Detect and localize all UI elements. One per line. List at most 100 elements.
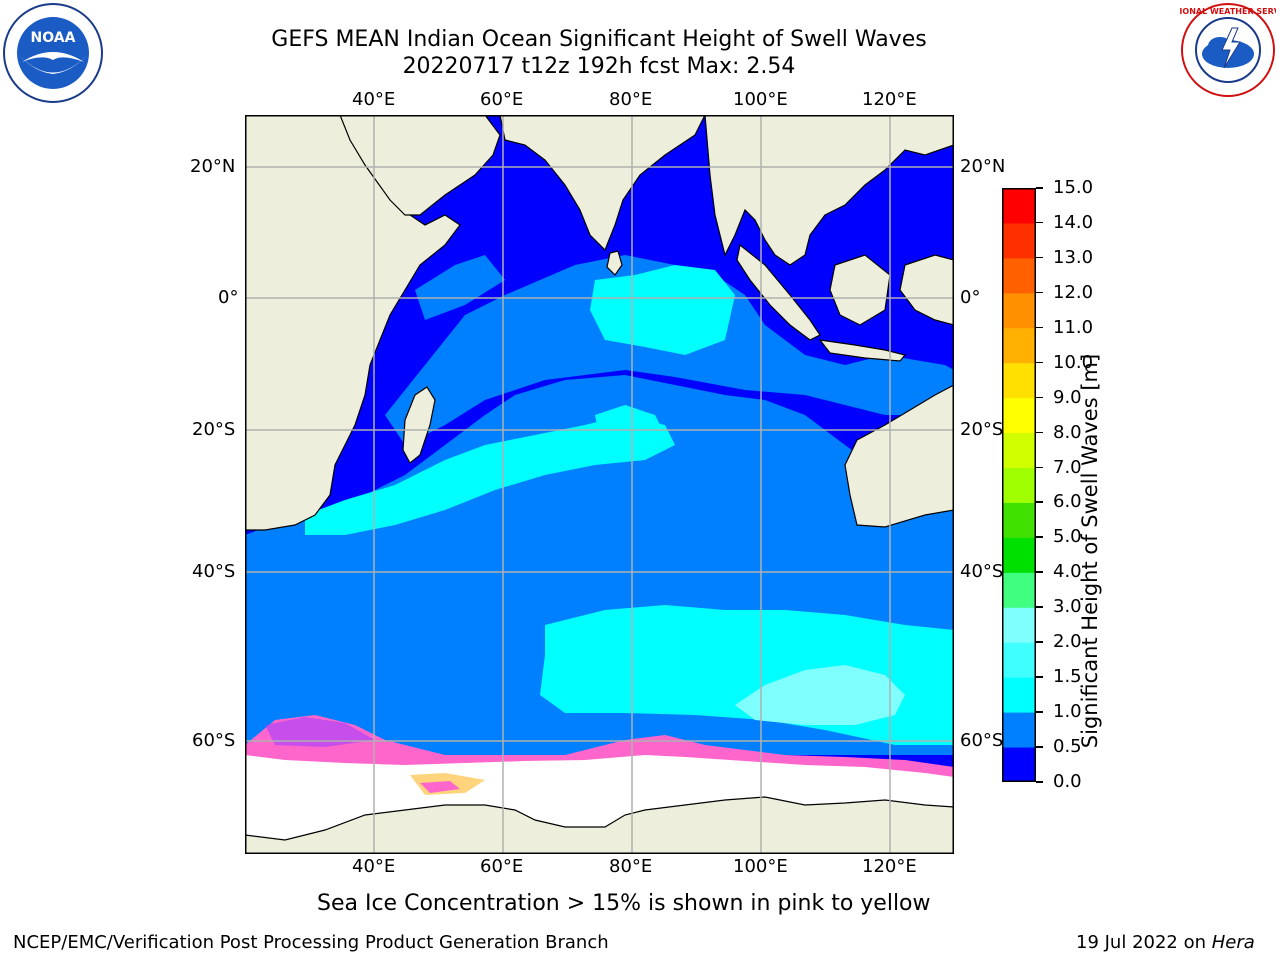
colorbar-segment bbox=[1002, 677, 1036, 713]
land-antarctica bbox=[245, 796, 954, 854]
lat-label-right-20s: 20°S bbox=[960, 419, 1004, 440]
colorbar-segment bbox=[1002, 188, 1036, 224]
colorbar-tick-mark bbox=[1036, 431, 1043, 434]
lon-label-top-120e: 120°E bbox=[862, 89, 917, 110]
lat-label-left-20n: 20°N bbox=[190, 156, 236, 177]
land-sumatra bbox=[736, 243, 821, 341]
lon-label-top-100e: 100°E bbox=[733, 89, 788, 110]
colorbar-tick-mark bbox=[1036, 221, 1043, 224]
colorbar-tick-mark bbox=[1036, 711, 1043, 713]
colorbar-tick-label: 3.0 bbox=[1053, 596, 1082, 618]
colorbar-tick-mark bbox=[1036, 187, 1043, 189]
colorbar-tick-mark bbox=[1036, 501, 1043, 503]
graticule bbox=[245, 115, 954, 854]
land-masses bbox=[245, 115, 954, 854]
colorbar-tick-label: 14.0 bbox=[1053, 211, 1094, 233]
colorbar-tick-label: 0.5 bbox=[1053, 736, 1082, 758]
colorbar-tick-mark bbox=[1036, 641, 1043, 643]
footer-date: 19 Jul 2022 on Hera bbox=[1076, 932, 1255, 953]
lat-label-left-20s: 20°S bbox=[192, 419, 236, 440]
colorbar-tick-mark bbox=[1036, 396, 1043, 399]
colorbar-tick-label: 1.5 bbox=[1053, 666, 1082, 688]
land-se-asia bbox=[704, 115, 954, 266]
colorbar-tick-mark bbox=[1036, 676, 1043, 678]
colorbar-tick-label: 8.0 bbox=[1053, 421, 1082, 443]
colorbar-tick-mark bbox=[1036, 606, 1043, 608]
footer-date-text: 19 Jul 2022 on bbox=[1076, 932, 1212, 953]
colorbar-segment bbox=[1002, 222, 1036, 259]
sea-ice-caption: Sea Ice Concentration > 15% is shown in … bbox=[317, 891, 931, 916]
colorbar-segment bbox=[1002, 572, 1036, 608]
colorbar-tick-label: 6.0 bbox=[1053, 491, 1082, 513]
lon-label-bottom-100e: 100°E bbox=[733, 856, 788, 877]
colorbar-tick-label: 5.0 bbox=[1053, 526, 1082, 548]
colorbar-tick-label: 1.0 bbox=[1053, 701, 1082, 723]
colorbar-segment bbox=[1002, 642, 1036, 678]
colorbar-segment bbox=[1002, 607, 1036, 643]
colorbar-segment bbox=[1002, 747, 1036, 782]
footer-host: Hera bbox=[1211, 932, 1255, 953]
colorbar-tick-label: 13.0 bbox=[1053, 246, 1094, 268]
colorbar-tick-mark bbox=[1036, 746, 1043, 748]
lon-label-bottom-80e: 80°E bbox=[609, 856, 653, 877]
lat-label-right-40s: 40°S bbox=[960, 561, 1004, 582]
colorbar-tick-label: 7.0 bbox=[1053, 456, 1082, 478]
lon-label-top-60e: 60°E bbox=[480, 89, 524, 110]
svg-text:NATIONAL WEATHER SERVICE: NATIONAL WEATHER SERVICE bbox=[1180, 7, 1276, 16]
lat-label-right-20n: 20°N bbox=[960, 156, 1006, 177]
colorbar-segment bbox=[1002, 502, 1036, 538]
lat-label-left-0: 0° bbox=[218, 287, 239, 308]
colorbar-tick-mark bbox=[1036, 571, 1043, 573]
colorbar-segment bbox=[1002, 467, 1036, 503]
colorbar-tick-label: 10.0 bbox=[1053, 351, 1094, 373]
lon-label-bottom-60e: 60°E bbox=[480, 856, 524, 877]
land-java bbox=[818, 339, 907, 362]
colorbar-label: Significant Height of Swell Waves [m] bbox=[1078, 353, 1102, 749]
colorbar-tick-mark bbox=[1036, 291, 1043, 294]
land-india bbox=[499, 115, 706, 252]
map-subtitle: 20220717 t12z 192h fcst Max: 2.54 bbox=[402, 54, 796, 79]
colorbar-segment bbox=[1002, 432, 1036, 469]
swell-band-1 bbox=[590, 265, 735, 355]
lat-label-left-60s: 60°S bbox=[192, 730, 236, 751]
land-arabia bbox=[339, 115, 501, 216]
lat-label-right-60s: 60°S bbox=[960, 730, 1004, 751]
colorbar-segment bbox=[1002, 397, 1036, 434]
swell-band-15 bbox=[735, 665, 905, 725]
lon-label-bottom-40e: 40°E bbox=[352, 856, 396, 877]
colorbar-tick-label: 11.0 bbox=[1053, 316, 1094, 338]
colorbar bbox=[1002, 188, 1036, 782]
colorbar-tick-mark bbox=[1036, 781, 1043, 783]
colorbar-tick-label: 4.0 bbox=[1053, 561, 1082, 583]
lon-label-top-40e: 40°E bbox=[352, 89, 396, 110]
colorbar-segment bbox=[1002, 292, 1036, 329]
colorbar-segment bbox=[1002, 537, 1036, 573]
nws-logo-icon: NATIONAL WEATHER SERVICE bbox=[1180, 3, 1276, 97]
colorbar-tick-mark bbox=[1036, 466, 1043, 469]
colorbar-tick-mark bbox=[1036, 361, 1043, 364]
colorbar-tick-mark bbox=[1036, 326, 1043, 329]
land-borneo bbox=[829, 254, 891, 326]
colorbar-tick-label: 15.0 bbox=[1053, 177, 1094, 198]
colorbar-tick-label: 9.0 bbox=[1053, 386, 1082, 408]
colorbar-tick-mark bbox=[1036, 256, 1043, 259]
colorbar-segment bbox=[1002, 257, 1036, 294]
colorbar-tick-label: 2.0 bbox=[1053, 631, 1082, 653]
footer-credit: NCEP/EMC/Verification Post Processing Pr… bbox=[13, 932, 609, 953]
noaa-logo-icon: NOAA bbox=[3, 3, 103, 103]
colorbar-segment bbox=[1002, 327, 1036, 364]
colorbar-segment bbox=[1002, 712, 1036, 748]
map-plot bbox=[245, 115, 954, 854]
colorbar-tick-label: 0.0 bbox=[1053, 771, 1082, 792]
noaa-logo-text: NOAA bbox=[31, 30, 76, 46]
lat-label-right-0: 0° bbox=[960, 287, 981, 308]
lat-label-left-40s: 40°S bbox=[192, 561, 236, 582]
land-sri-lanka bbox=[606, 250, 623, 276]
map-frame bbox=[245, 115, 954, 854]
land-australia bbox=[844, 384, 954, 528]
colorbar-tick-mark bbox=[1036, 536, 1043, 538]
colorbar-tick-label: 12.0 bbox=[1053, 281, 1094, 303]
lon-label-bottom-120e: 120°E bbox=[862, 856, 917, 877]
colorbar-segment bbox=[1002, 362, 1036, 399]
map-title: GEFS MEAN Indian Ocean Significant Heigh… bbox=[271, 27, 927, 52]
